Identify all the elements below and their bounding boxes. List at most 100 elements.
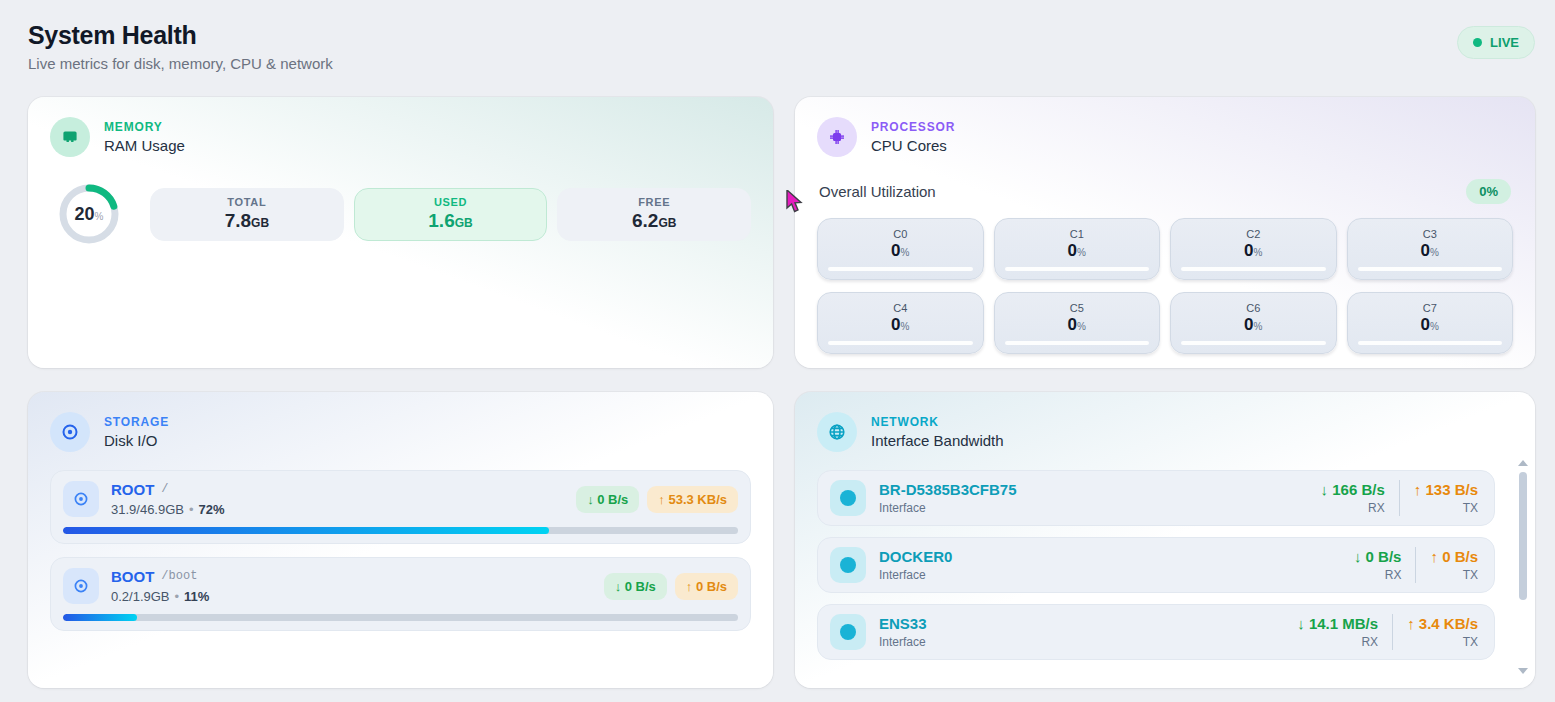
interface-info: ENS33Interface [879, 615, 927, 649]
page-subtitle: Live metrics for disk, memory, CPU & net… [28, 55, 333, 72]
rx-tx-divider [1415, 547, 1416, 583]
globe-icon [817, 412, 857, 452]
core-name: C2 [1181, 228, 1326, 240]
dashboard-grid: MEMORY RAM Usage 20% TOTAL7.8GBUSED1.6GB… [28, 97, 1535, 688]
tx-column: ↑ 0 B/s TX [1430, 548, 1478, 582]
cpu-core-tile-c1: C10% [994, 218, 1161, 280]
live-dot-icon [1473, 38, 1482, 47]
storage-card: STORAGE Disk I/O ROOT/31.9/46.9GB•72%↓ 0… [28, 392, 773, 688]
interface-name: ENS33 [879, 615, 927, 632]
disk-row-icon [63, 481, 99, 517]
interface-row-br-d5385b3cfb75: BR-D5385B3CFB75Interface↓ 166 B/sRX↑ 133… [817, 470, 1495, 526]
disk-name: BOOT [111, 568, 154, 585]
live-badge-label: LIVE [1490, 35, 1519, 50]
disk-usage-fill [63, 527, 549, 534]
dot-separator: • [175, 589, 180, 604]
ram-usage-gauge: 20% [56, 181, 122, 247]
core-unit: % [1254, 247, 1263, 258]
scroll-up-icon[interactable] [1518, 460, 1528, 466]
cpu-core-tile-c0: C00% [817, 218, 984, 280]
tx-label: TX [1430, 568, 1478, 582]
overall-utilization-label: Overall Utilization [819, 183, 936, 200]
tx-column: ↑ 3.4 KB/s TX [1407, 615, 1478, 649]
disk-read-badge: ↓ 0 B/s [604, 573, 667, 600]
core-name: C6 [1181, 302, 1326, 314]
disk-row-root: ROOT/31.9/46.9GB•72%↓ 0 B/s↑ 53.3 KB/s [50, 470, 751, 544]
stat-unit: GB [455, 216, 473, 230]
disk-row-boot: BOOT/boot0.2/1.9GB•11%↓ 0 B/s↑ 0 B/s [50, 557, 751, 631]
core-value: 0% [828, 241, 973, 261]
core-value: 0% [1005, 315, 1150, 335]
scroll-down-icon[interactable] [1518, 668, 1528, 674]
core-usage-bar [828, 267, 973, 271]
cpu-core-tile-c2: C20% [1170, 218, 1337, 280]
disk-io-badges: ↓ 0 B/s ↑ 0 B/s [604, 573, 738, 600]
disk-write-badge: ↑ 0 B/s [675, 573, 738, 600]
disk-row-top: ROOT/31.9/46.9GB•72%↓ 0 B/s↑ 53.3 KB/s [63, 481, 738, 517]
live-badge[interactable]: LIVE [1457, 26, 1535, 59]
network-scrollbar[interactable] [1518, 460, 1528, 674]
disk-write-badge: ↑ 53.3 KB/s [647, 486, 738, 513]
interface-sub-label: Interface [879, 568, 952, 582]
core-name: C5 [1005, 302, 1150, 314]
core-name: C3 [1358, 228, 1503, 240]
dot-separator: • [189, 502, 194, 517]
processor-card-header: PROCESSOR CPU Cores [817, 117, 1513, 157]
stat-unit: GB [251, 216, 269, 230]
stat-value: 6.2GB [632, 210, 676, 232]
interface-row-docker0: DOCKER0 Interface ↓ 0 B/sRX ↑ 0 B/s TX [817, 537, 1495, 593]
core-value: 0% [1181, 315, 1326, 335]
rx-label: RX [1354, 568, 1402, 582]
stat-label: USED [434, 196, 467, 208]
core-value: 0% [1358, 241, 1503, 261]
disk-mount-path: /boot [161, 569, 197, 583]
core-unit: % [1077, 247, 1086, 258]
disk-icon [50, 412, 90, 452]
interface-sub-label: Interface [879, 501, 1017, 515]
stat-value: 1.6GB [428, 210, 472, 232]
interface-stats: ↓ 0 B/sRX ↑ 0 B/s TX [1354, 547, 1478, 583]
core-usage-bar [1181, 341, 1326, 345]
disk-name-line: BOOT/boot [111, 568, 209, 586]
rx-column: ↓ 0 B/sRX [1354, 548, 1402, 582]
page-header: System Health Live metrics for disk, mem… [28, 12, 1535, 72]
overall-utilization-row: Overall Utilization 0% [819, 179, 1511, 204]
rx-label: RX [1297, 635, 1378, 649]
scrollbar-thumb[interactable] [1519, 472, 1527, 600]
core-usage-bar [1005, 267, 1150, 271]
interface-name: DOCKER0 [879, 548, 952, 565]
disk-list: ROOT/31.9/46.9GB•72%↓ 0 B/s↑ 53.3 KB/sBO… [50, 470, 751, 631]
stat-unit: GB [658, 216, 676, 230]
memory-icon [50, 117, 90, 157]
interface-activity-dot-icon [840, 490, 856, 506]
storage-card-header: STORAGE Disk I/O [50, 412, 751, 452]
disk-usage-value: 0.2/1.9GB [111, 589, 170, 604]
tx-value: ↑ 0 B/s [1430, 548, 1478, 565]
cpu-icon [817, 117, 857, 157]
tx-label: TX [1414, 501, 1478, 515]
memory-stats-row: 20% TOTAL7.8GBUSED1.6GBFREE6.2GB [50, 181, 751, 247]
disk-usage-bar [63, 527, 738, 534]
core-name: C1 [1005, 228, 1150, 240]
cpu-core-grid: C00%C10%C20%C30%C40%C50%C60%C70% [817, 218, 1513, 354]
disk-usage-value: 31.9/46.9GB [111, 502, 184, 517]
memory-stat-used: USED 1.6GB [354, 188, 548, 241]
network-card: NETWORK Interface Bandwidth BR-D5385B3CF… [795, 392, 1535, 688]
disk-row-icon [63, 568, 99, 604]
core-value: 0% [1005, 241, 1150, 261]
memory-category-label: MEMORY [104, 120, 185, 134]
tx-value: ↑ 3.4 KB/s [1407, 615, 1478, 632]
memory-stat-chips: TOTAL7.8GBUSED1.6GBFREE6.2GB [150, 188, 751, 241]
core-name: C0 [828, 228, 973, 240]
rx-column: ↓ 14.1 MB/s RX [1297, 615, 1378, 649]
network-card-title: Interface Bandwidth [871, 432, 1004, 449]
processor-card: PROCESSOR CPU Cores Overall Utilization … [795, 97, 1535, 368]
interface-name: BR-D5385B3CFB75 [879, 481, 1017, 498]
disk-name-line: ROOT/ [111, 481, 225, 499]
rx-value: ↓ 14.1 MB/s [1297, 615, 1378, 632]
tx-label: TX [1407, 635, 1478, 649]
memory-stat-free: FREE6.2GB [557, 188, 751, 241]
network-card-header: NETWORK Interface Bandwidth [817, 412, 1513, 452]
core-value: 0% [1358, 315, 1503, 335]
disk-info: BOOT/boot0.2/1.9GB•11% [111, 568, 209, 604]
